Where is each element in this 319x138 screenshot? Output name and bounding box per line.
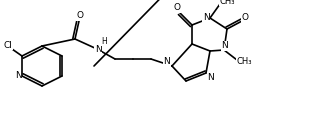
Text: N: N: [222, 42, 228, 51]
Text: N: N: [208, 72, 214, 82]
Text: O: O: [174, 3, 181, 13]
Text: N: N: [15, 71, 21, 80]
Text: H: H: [101, 36, 107, 46]
Text: CH₃: CH₃: [219, 0, 235, 6]
Text: N: N: [164, 58, 170, 67]
Text: O: O: [77, 11, 84, 21]
Text: N: N: [95, 44, 101, 54]
Text: N: N: [203, 13, 209, 22]
Text: O: O: [241, 14, 249, 22]
Text: CH₃: CH₃: [236, 58, 252, 67]
Text: Cl: Cl: [4, 40, 12, 50]
